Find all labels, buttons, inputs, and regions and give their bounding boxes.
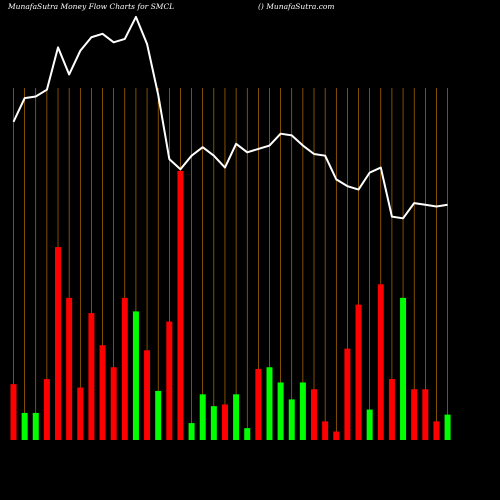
money-flow-bar: [255, 368, 262, 440]
money-flow-bar: [411, 389, 418, 440]
money-flow-bar: [444, 414, 451, 440]
chart-title-left: MunafaSutra Money Flow Charts for SMCL: [7, 2, 174, 11]
money-flow-bar: [311, 389, 318, 440]
money-flow-bar: [144, 350, 151, 440]
money-flow-bar: [366, 409, 373, 440]
price-line: [12, 15, 448, 220]
money-flow-bar: [121, 297, 128, 440]
money-flow-bar: [132, 311, 139, 440]
money-flow-bar: [288, 399, 295, 440]
money-flow-bar: [244, 428, 251, 440]
money-flow-bar: [166, 321, 173, 440]
money-flow-bar: [233, 394, 240, 440]
price-line-series: [12, 15, 448, 220]
money-flow-bar: [210, 406, 217, 440]
money-flow-bar: [199, 394, 206, 440]
money-flow-bar: [333, 431, 340, 440]
money-flow-bar: [188, 423, 195, 440]
money-flow-bar: [355, 304, 362, 440]
money-flow-bar: [400, 297, 407, 440]
money-flow-bar: [21, 412, 28, 440]
money-flow-bar: [88, 313, 95, 440]
money-flow-bar: [43, 379, 50, 440]
money-flow-bar: [32, 412, 39, 440]
money-flow-bar: [77, 387, 84, 440]
money-flow-bar: [422, 389, 429, 440]
money-flow-bar: [66, 297, 73, 440]
money-flow-bar: [55, 247, 62, 440]
money-flow-bar: [10, 384, 17, 440]
money-flow-bar: [155, 390, 162, 440]
money-flow-bar: [322, 421, 329, 440]
money-flow-bar: [99, 345, 106, 440]
money-flow-bar: [110, 367, 117, 440]
money-flow-bar: [299, 382, 306, 440]
money-flow-bar: [433, 421, 440, 440]
bar-series: [10, 170, 451, 440]
chart-title-right: () MunafaSutra.com: [258, 2, 335, 11]
money-flow-bar: [221, 404, 228, 440]
money-flow-bar: [377, 284, 384, 440]
money-flow-bar: [277, 382, 284, 440]
money-flow-bar: [388, 379, 395, 440]
money-flow-bar: [177, 170, 184, 440]
money-flow-bar: [344, 348, 351, 440]
money-flow-bar: [266, 367, 273, 440]
